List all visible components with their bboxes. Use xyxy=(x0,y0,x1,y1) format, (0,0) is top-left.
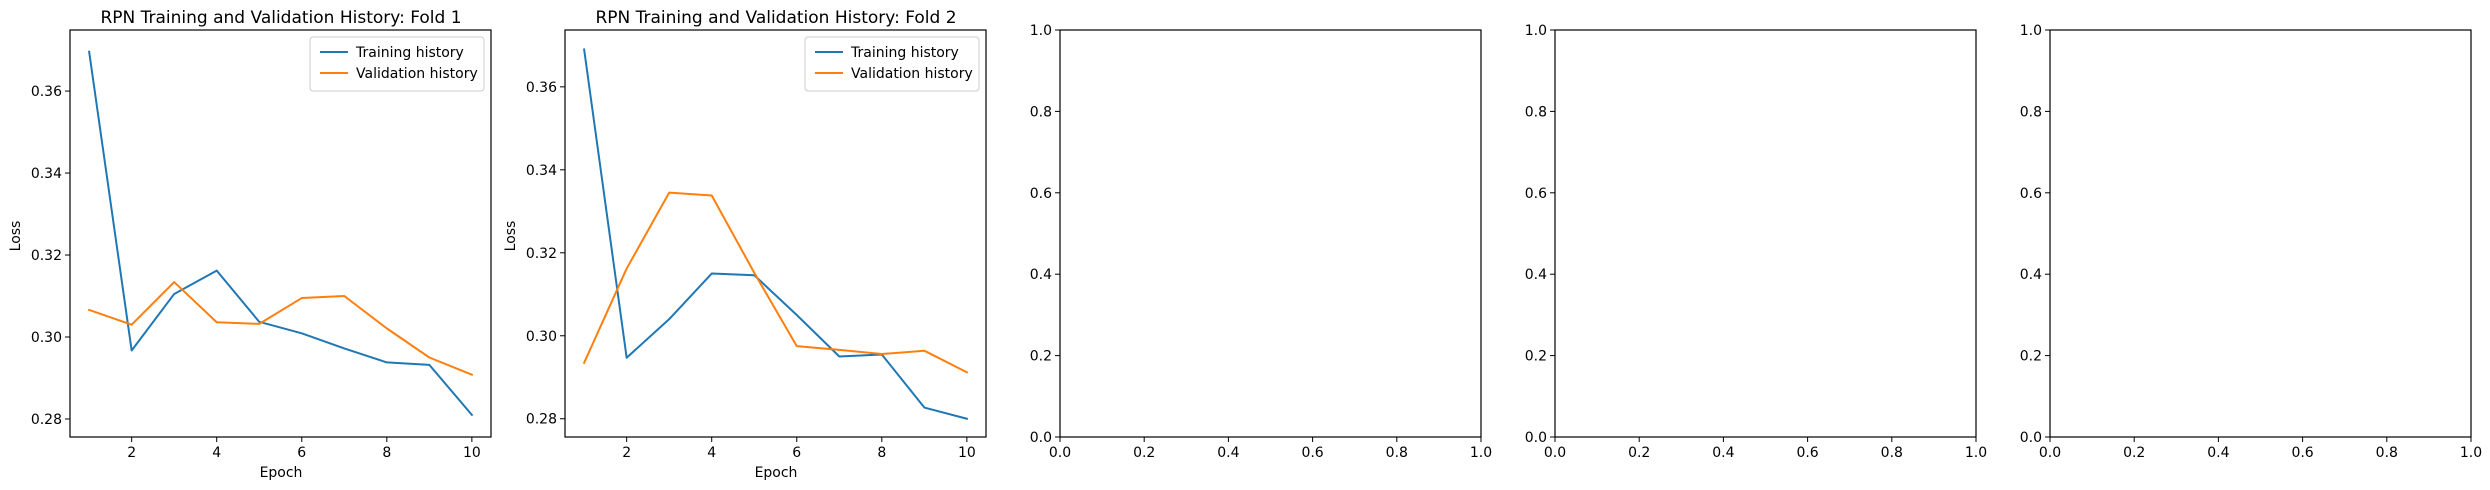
y-tick-label: 0.6 xyxy=(2020,186,2042,202)
legend-label: Training history xyxy=(355,45,464,61)
y-tick-label: 0.0 xyxy=(1030,430,1052,446)
y-tick-label: 0.2 xyxy=(1030,349,1052,365)
training-history-line xyxy=(583,48,969,420)
y-tick-label: 0.8 xyxy=(2020,104,2042,120)
subplot-empty-3: 0.0 0.2 0.4 0.6 0.8 1.0 0.0 0.2 0.4 0.6 0.8 1.0 xyxy=(1030,23,1492,461)
axes-frame xyxy=(2049,29,2472,438)
x-tick-label: 1.0 xyxy=(2460,445,2482,461)
x-tick-label: 1.0 xyxy=(1470,445,1492,461)
x-tick-label: 0.6 xyxy=(1301,445,1323,461)
x-tick-label: 0.6 xyxy=(1796,445,1818,461)
axes-frame xyxy=(1059,29,1482,438)
axes-frame xyxy=(1554,29,1977,438)
legend-box xyxy=(309,36,485,92)
validation-history-line xyxy=(582,191,969,374)
x-tick-label: 1.0 xyxy=(1965,445,1987,461)
axes-frame xyxy=(564,29,987,438)
chart-title: RPN Training and Validation History: Fol… xyxy=(595,8,956,28)
x-tick-label: 0.2 xyxy=(1628,445,1650,461)
legend-label: Validation history xyxy=(356,66,478,82)
subplot-empty-4: 0.0 0.2 0.4 0.6 0.8 1.0 0.0 0.2 0.4 0.6 0.8 1.0 xyxy=(1525,23,1987,461)
legend-label: Validation history xyxy=(851,66,973,82)
y-tick-label: 0.6 xyxy=(1525,186,1547,202)
y-tick-label: 1.0 xyxy=(2020,23,2042,39)
y-tick-label: 0.34 xyxy=(526,163,557,179)
x-tick-label: 8 xyxy=(877,445,886,461)
x-tick-label: 10 xyxy=(958,445,976,461)
y-tick-label: 1.0 xyxy=(1030,23,1052,39)
y-tick-label: 0.8 xyxy=(1525,104,1547,120)
y-axis-label: Loss xyxy=(8,221,24,252)
y-tick-label: 0.4 xyxy=(1525,267,1547,283)
x-axis-label: Epoch xyxy=(755,465,798,481)
x-tick-label: 0.8 xyxy=(1881,445,1903,461)
x-tick-label: 0.0 xyxy=(2039,445,2061,461)
x-tick-label: 4 xyxy=(707,445,716,461)
y-tick-label: 0.28 xyxy=(526,412,557,428)
legend-box xyxy=(804,36,980,92)
training-history-line xyxy=(88,50,474,417)
x-tick-label: 2 xyxy=(622,445,631,461)
y-tick-label: 0.30 xyxy=(31,330,62,346)
x-tick-label: 0.4 xyxy=(1217,445,1239,461)
subplot-empty-5: 0.0 0.2 0.4 0.6 0.8 1.0 0.0 0.2 0.4 0.6 0.8 1.0 xyxy=(2020,23,2482,461)
x-tick-label: 10 xyxy=(463,445,481,461)
x-tick-label: 0.8 xyxy=(1386,445,1408,461)
subplot-fold-1: RPN Training and Validation History: Fol… xyxy=(8,8,492,481)
y-tick-label: 0.32 xyxy=(526,246,557,262)
y-tick-label: 0.36 xyxy=(31,84,62,100)
axes-frame xyxy=(69,29,492,438)
y-tick-label: 0.2 xyxy=(2020,349,2042,365)
chart-title: RPN Training and Validation History: Fol… xyxy=(100,8,461,28)
y-tick-label: 0.4 xyxy=(2020,267,2042,283)
x-tick-label: 2 xyxy=(127,445,136,461)
x-tick-label: 0.0 xyxy=(1049,445,1071,461)
y-tick-label: 0.6 xyxy=(1030,186,1052,202)
y-tick-label: 0.8 xyxy=(1030,104,1052,120)
x-axis-label: Epoch xyxy=(260,465,303,481)
x-tick-label: 0.0 xyxy=(1544,445,1566,461)
x-tick-label: 0.8 xyxy=(2376,445,2398,461)
y-tick-label: 0.4 xyxy=(1030,267,1052,283)
y-tick-label: 0.28 xyxy=(31,412,62,428)
x-tick-label: 0.2 xyxy=(1133,445,1155,461)
x-tick-label: 8 xyxy=(382,445,391,461)
y-axis-label: Loss xyxy=(503,221,519,252)
x-tick-label: 0.6 xyxy=(2291,445,2313,461)
x-tick-label: 0.2 xyxy=(2123,445,2145,461)
y-tick-label: 0.0 xyxy=(2020,430,2042,446)
y-tick-label: 0.36 xyxy=(526,80,557,96)
x-tick-label: 6 xyxy=(792,445,801,461)
y-tick-label: 0.32 xyxy=(31,248,62,264)
x-tick-label: 0.4 xyxy=(2207,445,2229,461)
subplot-fold-2: RPN Training and Validation History: Fol… xyxy=(503,8,987,481)
x-tick-label: 4 xyxy=(212,445,221,461)
y-tick-label: 0.0 xyxy=(1525,430,1547,446)
y-tick-label: 0.34 xyxy=(31,166,62,182)
x-tick-label: 6 xyxy=(297,445,306,461)
legend-label: Training history xyxy=(850,45,959,61)
y-tick-label: 1.0 xyxy=(1525,23,1547,39)
y-tick-label: 0.2 xyxy=(1525,349,1547,365)
validation-history-line xyxy=(87,281,474,377)
y-tick-label: 0.30 xyxy=(526,329,557,345)
x-tick-label: 0.4 xyxy=(1712,445,1734,461)
